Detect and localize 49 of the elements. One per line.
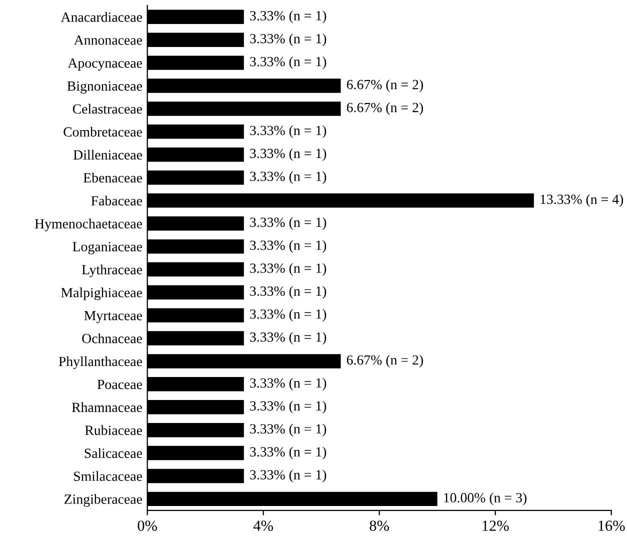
y-tick-label: Apocynaceae [68, 58, 142, 71]
data-label: 3.33% (n = 1) [250, 470, 326, 482]
y-tick-label: Anacardiaceae [60, 12, 142, 22]
y-tick-label: Poaceae [97, 380, 142, 390]
y-tick-label: Loganiaceae [72, 242, 142, 254]
y-tick-label: Bignoniaceae [67, 81, 142, 94]
data-label: 3.33% (n = 1) [250, 286, 326, 299]
data-label: 3.33% (n = 1) [250, 125, 326, 138]
x-tick-label: 12% [482, 520, 509, 531]
y-tick-label: Myrtaceae [84, 311, 142, 324]
y-tick-label: Annonaceae [74, 36, 142, 45]
y-tick-label: Hymenochaetaceae [34, 218, 142, 232]
y-tick-label: Zingiberaceae [64, 494, 142, 507]
y-tick-label: Salicaceae [84, 448, 142, 458]
data-label: 3.33% (n = 1) [250, 56, 326, 70]
y-tick-label: Phyllanthaceae [58, 356, 142, 370]
data-label: 3.33% (n = 1) [250, 148, 326, 161]
y-tick-label: Ochnaceae [82, 333, 142, 344]
data-label: 10.00% (n = 3) [444, 492, 526, 506]
data-label: 3.33% (n = 1) [250, 171, 326, 184]
y-tick-label: Rubiaceae [85, 425, 142, 436]
y-tick-label: Lythraceae [82, 264, 142, 278]
x-tick-label: 0% [138, 520, 158, 531]
data-label: 3.33% (n = 1) [250, 400, 326, 414]
data-label: 6.67% (n = 2) [346, 79, 423, 92]
data-label: 3.33% (n = 1) [250, 332, 326, 345]
data-label: 3.33% (n = 1) [250, 378, 326, 390]
x-tick-label: 16% [598, 520, 625, 531]
y-tick-label: Rhamnaceae [72, 402, 142, 412]
x-tick-label: 4% [253, 520, 273, 531]
y-tick-label: Ebenaceae [84, 172, 142, 183]
y-tick-label: Fabaceae [91, 196, 142, 206]
data-label: 3.33% (n = 1) [250, 263, 326, 276]
data-label: 13.33% (n = 4) [540, 194, 624, 207]
y-tick-label: Combretaceae [64, 126, 142, 137]
data-label: 3.33% (n = 1) [250, 424, 326, 436]
data-label: 3.33% (n = 1) [250, 240, 326, 253]
data-label: 3.33% (n = 1) [250, 34, 326, 46]
y-tick-label: Smilacaceae [74, 471, 142, 481]
data-label: 3.33% (n = 1) [250, 10, 326, 24]
y-tick-label: Malpighiaceae [61, 288, 142, 300]
y-tick-label: Dilleniaceae [73, 150, 142, 160]
data-label: 3.33% (n = 1) [250, 217, 326, 230]
data-label: 3.33% (n = 1) [250, 309, 326, 322]
data-label: 3.33% (n = 1) [250, 446, 326, 460]
x-tick-label: 8% [370, 520, 389, 531]
y-tick-label: Celastraceae [72, 104, 142, 114]
data-label: 6.67% (n = 2) [346, 354, 423, 368]
data-label: 6.67% (n = 2) [346, 102, 423, 116]
